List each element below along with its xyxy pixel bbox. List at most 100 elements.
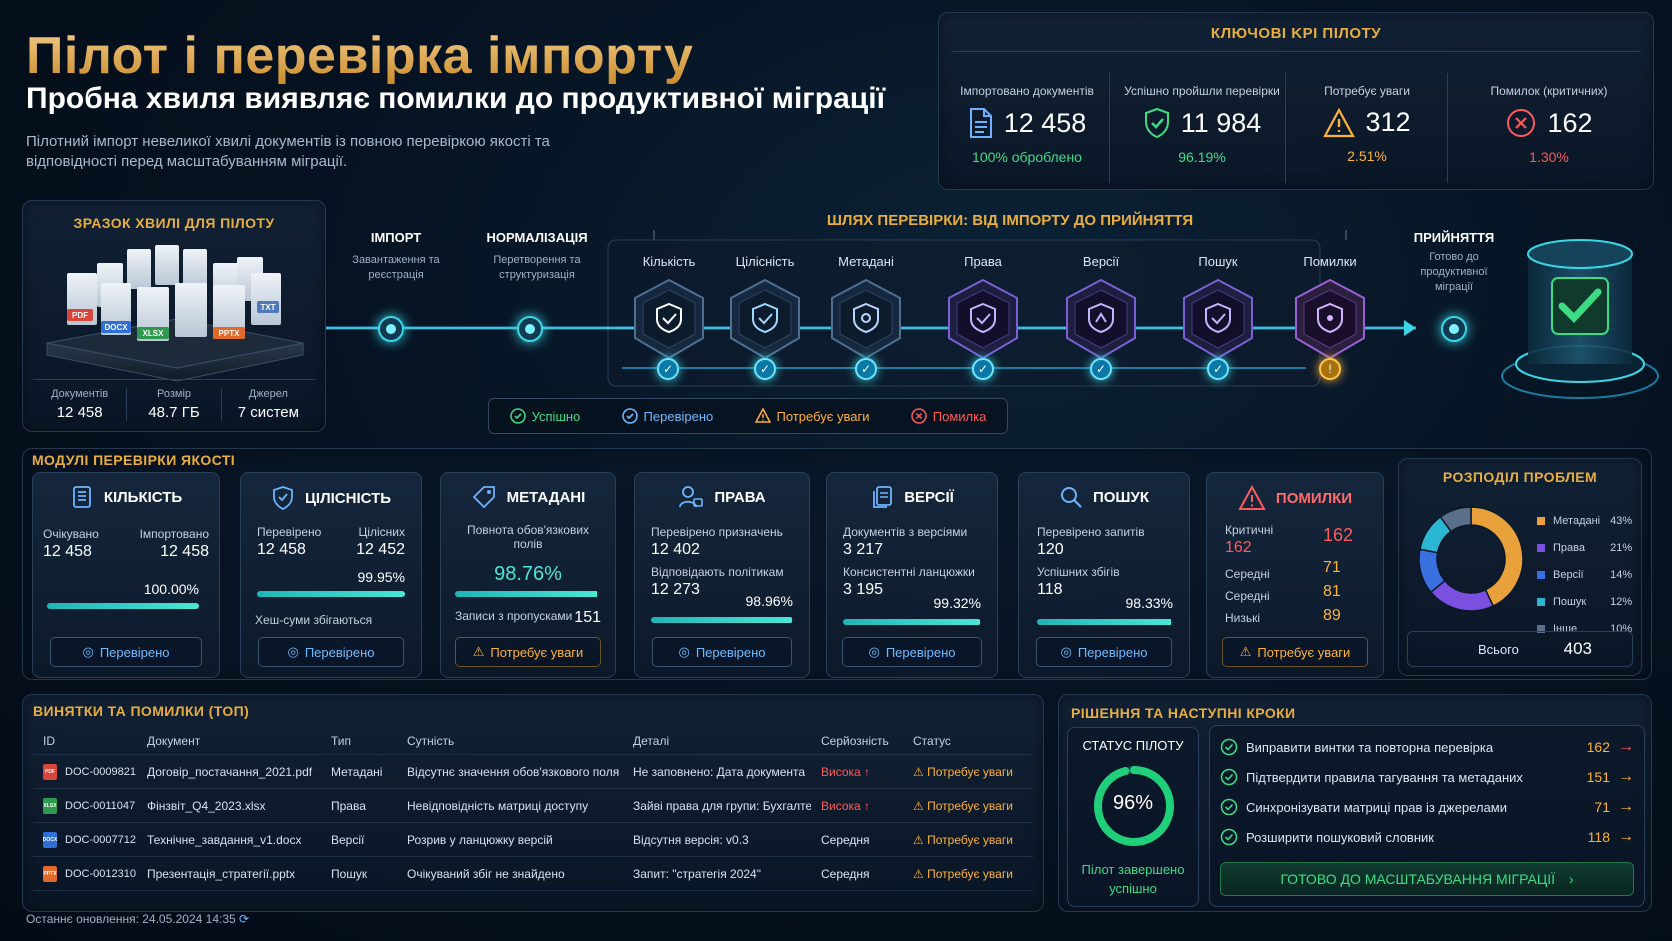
pilot-status-ring <box>1094 766 1174 846</box>
kpi-title: КЛЮЧОВІ KPI ПІЛОТУ <box>1210 25 1382 42</box>
legend-item: Пошук 12% <box>1537 588 1632 615</box>
kpi-passed: Успішно пройшли перевірки 11 984 96.19% <box>1111 65 1293 183</box>
distribution-panel: РОЗПОДІЛ ПРОБЛЕМ Метадані 43% Права 21% Верс… <box>1398 458 1642 676</box>
module-search: ПОШУК Перевірено запитів 120 Успішних зб… <box>1018 472 1190 678</box>
table-row[interactable]: DOCX DOC-0007712 Технічне_завдання_v1.docx… <box>33 823 1033 857</box>
kpi-imported: Імпортовано документів 12 458 100% оброб… <box>945 65 1109 183</box>
search-status-button[interactable]: ◎ Перевірено <box>1036 637 1172 667</box>
warning-icon: ⚠ <box>913 866 924 881</box>
kpi-value: 11 984 <box>1180 107 1262 138</box>
check-versions-tick-icon: ✓ <box>1090 358 1112 380</box>
sample-wave-panel: ЗРАЗОК ХВИЛІ ДЛЯ ПІЛОТУ PDF DOCX XL <box>22 200 326 432</box>
kpi-panel: КЛЮЧОВІ KPI ПІЛОТУ Імпортовано документі… <box>938 12 1654 190</box>
kpi-value: 312 <box>1365 107 1411 137</box>
check-versions-label: Версії <box>1082 254 1120 269</box>
check-errors-shield-icon <box>1295 278 1365 360</box>
kpi-value: 162 <box>1547 107 1593 138</box>
sample-stats: Документів 12 458 Розмір 48.7 ГБ Джерел 7 с… <box>33 379 315 421</box>
warning-icon: ⚠ <box>913 764 924 779</box>
module-metadata: МЕТАДАНІ Повнота обов'язкових полів 98.7… <box>440 472 616 678</box>
arrow-up-icon: ↑ <box>864 764 871 779</box>
next-step-item[interactable]: Підтвердити правила тагування та метадан… <box>1220 762 1634 792</box>
metadata-status-button[interactable]: ⚠ Потребує уваги <box>455 637 601 667</box>
file-icon: XLSX <box>43 797 57 814</box>
user-lock-icon <box>679 486 704 508</box>
file-icon: DOCX <box>43 831 57 848</box>
check-search-shield-icon <box>1183 278 1253 360</box>
kpi-label: Помилок (критичних) <box>1490 84 1608 98</box>
search-icon <box>1060 487 1082 508</box>
check-integrity-tick-icon: ✓ <box>754 358 776 380</box>
arrow-up-icon: ↑ <box>864 798 871 813</box>
document-icon <box>969 108 992 138</box>
quality-modules-title: МОДУЛІ ПЕРЕВІРКИ ЯКОСТІ <box>32 452 236 468</box>
svg-text:TXT: TXT <box>260 303 275 312</box>
check-count-label: Кількість <box>642 254 696 269</box>
normalize-node <box>517 316 543 342</box>
legend-error: Помилка <box>911 408 986 424</box>
metadata-pct: 98.76% <box>494 563 562 585</box>
file-icon: PPTX <box>43 865 57 882</box>
warning-icon: ⚠ <box>472 644 485 659</box>
check-circle-icon <box>621 408 638 424</box>
svg-text:DOCX: DOCX <box>104 323 128 332</box>
stage-import-label: ІМПОРТ <box>370 230 422 245</box>
next-step-item[interactable]: Розширити пошуковий словник 118 → <box>1220 822 1634 852</box>
svg-text:PPTX: PPTX <box>219 329 241 338</box>
kpi-label: Успішно пройшли перевірки <box>1124 84 1280 98</box>
chevron-right-icon: › <box>1569 871 1574 887</box>
check-search-tick-icon: ✓ <box>1207 358 1229 380</box>
error-icon <box>911 408 927 424</box>
check-circle-icon: ◎ <box>678 644 690 659</box>
status-ring-fill <box>1094 766 1174 846</box>
page-description: Пілотний імпорт невеликої хвилі документ… <box>26 133 550 170</box>
integrity-status-button[interactable]: ◎ Перевірено <box>258 637 404 667</box>
check-circle-icon <box>509 408 526 424</box>
stage-import-sub: Завантаження та реєстрація <box>352 254 440 281</box>
progress-bar <box>843 619 981 625</box>
arrow-right-icon: → <box>1618 768 1634 785</box>
table-row[interactable]: XLSX DOC-0011047 Фінзвіт_Q4_2023.xlsx Права… <box>33 789 1033 823</box>
progress-bar <box>1037 619 1173 625</box>
stage-accept-label: ПРИЙНЯТТЯ <box>1413 230 1495 245</box>
rights-status-button[interactable]: ◎ Перевірено <box>652 637 792 667</box>
next-step-item[interactable]: Синхронізувати матриці прав із джерелами… <box>1220 792 1634 822</box>
page-title: Пілот і перевірка імпорту <box>26 27 694 85</box>
legend-item: Метадані 43% <box>1537 507 1632 534</box>
check-metadata-tick-icon: ✓ <box>855 358 877 380</box>
errors-status-button[interactable]: ⚠ Потребує уваги <box>1222 637 1368 667</box>
stage-accept-sub: Готово до продуктивної міграції <box>1420 251 1488 293</box>
acceptance-cylinder-icon <box>1501 239 1659 399</box>
check-circle-icon: ◎ <box>1060 644 1072 659</box>
kpi-sub: 100% оброблено <box>972 149 1082 165</box>
check-integrity-label: Цілісність <box>735 254 795 269</box>
versions-status-button[interactable]: ◎ Перевірено <box>842 637 982 667</box>
arrow-right-icon: → <box>1618 738 1634 755</box>
check-rights-shield-icon <box>948 278 1018 360</box>
count-status-button[interactable]: ◎ Перевірено <box>50 637 202 667</box>
distribution-title: РОЗПОДІЛ ПРОБЛЕМ <box>1442 469 1598 485</box>
check-circle-icon: ◎ <box>868 644 880 659</box>
kpi-attention: Потребує уваги 312 2.51% <box>1287 65 1447 183</box>
table-row[interactable]: PPTX DOC-0012310 Презентація_стратегії.ppt… <box>33 857 1033 891</box>
status-legend: Успішно Перевірено Потребує уваги Помилк… <box>488 398 1008 434</box>
donut-slice-Метадані <box>1470 506 1524 608</box>
file-icon: PDF <box>43 763 57 780</box>
kpi-label: Імпортовано документів <box>960 84 1094 98</box>
check-rights-tick-icon: ✓ <box>972 358 994 380</box>
legend-attention: Потребує уваги <box>754 408 869 424</box>
pilot-status-box: СТАТУС ПІЛОТУ 96% Пілот завершено успішн… <box>1067 727 1199 907</box>
legend-item: Права 21% <box>1537 534 1632 561</box>
next-step-item[interactable]: Виправити винтки та повторна перевірка 16… <box>1220 732 1634 762</box>
ready-to-scale-button[interactable]: ГОТОВО ДО МАСШТАБУВАННЯ МІГРАЦІЇ › <box>1220 862 1634 896</box>
distribution-total: Всього 403 <box>1407 631 1633 667</box>
table-row[interactable]: PDF DOC-0009821 Договір_постачання_2021.pd… <box>33 755 1033 789</box>
check-circle-icon: ◎ <box>82 644 94 659</box>
stage-normalize-sub: Перетворення та структуризація <box>493 254 581 281</box>
check-circle-icon <box>1220 738 1238 756</box>
check-circle-icon <box>1220 828 1238 846</box>
arrow-right-icon: → <box>1618 798 1634 815</box>
kpi-sub: 2.51% <box>1347 148 1387 164</box>
decisions-title: РІШЕННЯ ТА НАСТУПНІ КРОКИ <box>1071 705 1296 721</box>
warning-icon <box>754 408 771 423</box>
